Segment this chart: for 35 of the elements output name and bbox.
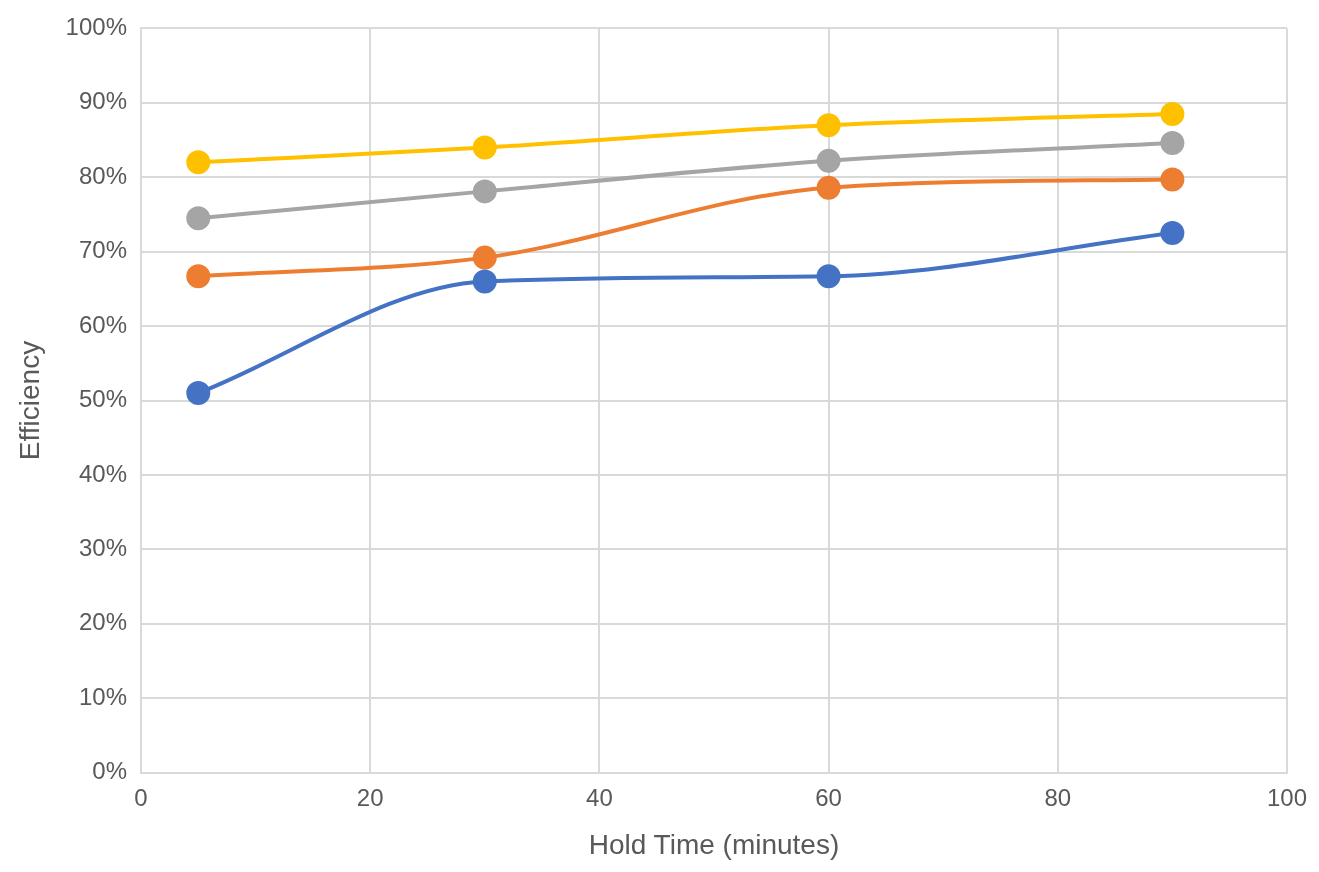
y-tick-label: 60%: [78, 310, 127, 338]
x-tick-label: 100: [1266, 783, 1307, 811]
x-tick-label: 40: [586, 783, 613, 811]
x-tick-label: 80: [1044, 783, 1072, 811]
y-tick-label: 90%: [78, 87, 127, 115]
y-tick-label: 50%: [78, 385, 127, 413]
point: [186, 264, 211, 289]
point: [186, 150, 211, 175]
point: [1160, 221, 1185, 246]
point: [1160, 101, 1185, 126]
y-axis-title: Efficiency: [13, 340, 45, 461]
x-axis-title: Hold Time (minutes): [588, 828, 840, 860]
y-tick-label: 80%: [78, 161, 127, 189]
y-tick-label: 10%: [78, 682, 127, 710]
x-tick-label: 0: [134, 783, 148, 811]
x-tick-label: 20: [356, 783, 384, 811]
point: [472, 269, 497, 294]
y-tick-label: 20%: [78, 608, 127, 636]
point: [1160, 167, 1185, 192]
point: [472, 135, 497, 160]
point: [816, 148, 841, 173]
point: [816, 264, 841, 289]
point: [1160, 131, 1185, 156]
point: [472, 179, 497, 204]
point: [816, 175, 841, 200]
y-tick-label: 70%: [78, 236, 127, 264]
point: [186, 206, 211, 231]
point: [186, 381, 211, 406]
y-tick-label: 100%: [65, 13, 127, 41]
point: [472, 245, 497, 270]
y-tick-label: 0%: [92, 757, 127, 785]
point: [816, 113, 841, 138]
y-tick-label: 40%: [78, 459, 127, 487]
x-tick-label: 60: [815, 783, 842, 811]
y-tick-label: 30%: [78, 533, 127, 561]
